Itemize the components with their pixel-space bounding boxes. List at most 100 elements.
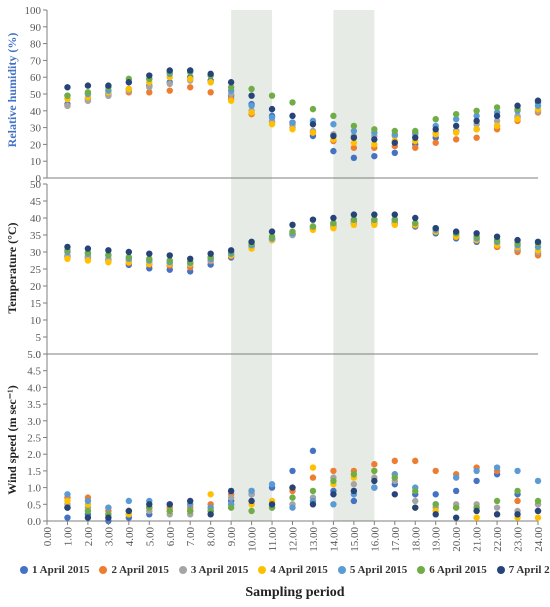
data-point bbox=[187, 255, 194, 262]
data-point bbox=[227, 247, 235, 254]
data-point bbox=[248, 497, 255, 505]
data-point bbox=[207, 89, 214, 96]
data-point bbox=[309, 121, 317, 128]
data-point bbox=[227, 487, 235, 495]
data-point bbox=[432, 126, 439, 133]
data-point bbox=[289, 126, 296, 133]
data-point bbox=[330, 147, 337, 155]
data-point bbox=[227, 79, 235, 86]
data-point bbox=[493, 511, 501, 518]
data-point bbox=[64, 243, 71, 251]
data-point bbox=[146, 501, 153, 508]
data-point bbox=[350, 154, 358, 162]
y-axis-label: Relative humidity (%) bbox=[5, 33, 19, 148]
x-tick-label: 3.00 bbox=[103, 527, 115, 547]
data-point bbox=[187, 497, 194, 505]
x-tick-label: 20.00 bbox=[451, 527, 463, 552]
data-point bbox=[309, 216, 317, 223]
data-point bbox=[452, 474, 460, 481]
data-point bbox=[412, 134, 419, 141]
data-point bbox=[350, 216, 358, 223]
data-point bbox=[227, 504, 235, 511]
data-point bbox=[371, 467, 378, 475]
data-point bbox=[391, 211, 398, 218]
data-point bbox=[309, 474, 317, 481]
data-point bbox=[514, 511, 521, 518]
data-point bbox=[84, 89, 92, 96]
y-tick-label: 0 bbox=[36, 173, 42, 185]
data-point bbox=[452, 110, 460, 118]
data-point bbox=[452, 116, 460, 123]
data-point bbox=[452, 122, 460, 130]
data-point bbox=[166, 257, 173, 264]
data-point bbox=[125, 507, 133, 515]
data-point bbox=[64, 84, 71, 91]
y-tick-label: 50 bbox=[30, 179, 42, 191]
data-point bbox=[330, 225, 337, 232]
data-point bbox=[534, 97, 542, 104]
y-tick-label: 20 bbox=[30, 139, 42, 151]
data-point bbox=[452, 228, 460, 235]
data-point bbox=[350, 211, 358, 218]
data-point bbox=[371, 141, 378, 148]
data-point bbox=[493, 464, 501, 471]
data-point bbox=[248, 92, 255, 99]
data-point bbox=[371, 152, 378, 160]
data-point bbox=[412, 497, 419, 505]
data-point bbox=[534, 102, 542, 109]
data-point bbox=[166, 507, 173, 515]
data-point bbox=[166, 87, 173, 94]
y-tick-label: 70 bbox=[30, 55, 42, 67]
data-point bbox=[187, 84, 194, 91]
legend-item: 1 April 2015 bbox=[20, 564, 89, 576]
data-point bbox=[514, 497, 521, 505]
data-point bbox=[289, 467, 296, 475]
data-point bbox=[350, 134, 358, 141]
y-tick-label: 40 bbox=[30, 213, 42, 225]
y-tick-label: 3.0 bbox=[27, 416, 41, 428]
data-point bbox=[330, 501, 337, 508]
data-point bbox=[84, 514, 92, 521]
legend-label: 4 April 2015 bbox=[270, 564, 328, 576]
data-point bbox=[371, 484, 378, 491]
data-point bbox=[350, 127, 358, 135]
data-point bbox=[105, 251, 112, 258]
y-tick-label: 0.0 bbox=[27, 516, 41, 528]
data-point bbox=[350, 481, 358, 488]
data-point bbox=[371, 477, 378, 485]
data-point bbox=[268, 114, 276, 121]
data-point bbox=[330, 491, 337, 498]
x-tick-label: 18.00 bbox=[410, 527, 422, 552]
data-point bbox=[227, 494, 235, 501]
data-point bbox=[412, 214, 419, 222]
data-point bbox=[289, 112, 296, 120]
legend-item: 5 April 2015 bbox=[337, 564, 407, 576]
x-tick-label: 23.00 bbox=[513, 527, 525, 552]
y-tick-label: 25 bbox=[30, 264, 42, 276]
legend-marker bbox=[99, 566, 108, 574]
data-point bbox=[248, 85, 255, 93]
data-point bbox=[187, 75, 194, 83]
data-point bbox=[207, 250, 214, 257]
data-point bbox=[493, 497, 501, 505]
data-point bbox=[330, 467, 337, 475]
x-axis-label: Sampling period bbox=[245, 585, 344, 600]
data-point bbox=[64, 491, 71, 498]
data-point bbox=[207, 79, 214, 86]
legend-marker bbox=[496, 566, 505, 574]
data-point bbox=[534, 477, 542, 485]
chart-legend: 1 April 2015 2 April 2015 3 April 2015 4 Ap… bbox=[20, 561, 550, 579]
data-point bbox=[125, 497, 133, 505]
data-point bbox=[514, 116, 521, 123]
data-point bbox=[105, 259, 112, 266]
y-tick-label: 10 bbox=[30, 156, 42, 168]
data-point bbox=[309, 223, 317, 230]
data-point bbox=[432, 511, 439, 518]
data-point bbox=[268, 228, 276, 235]
legend-item: 6 April 2015 bbox=[417, 564, 487, 576]
data-point bbox=[473, 230, 480, 237]
data-point bbox=[412, 487, 419, 495]
y-tick-label: 5 bbox=[36, 332, 42, 344]
data-point bbox=[166, 252, 173, 259]
data-point bbox=[125, 79, 133, 86]
